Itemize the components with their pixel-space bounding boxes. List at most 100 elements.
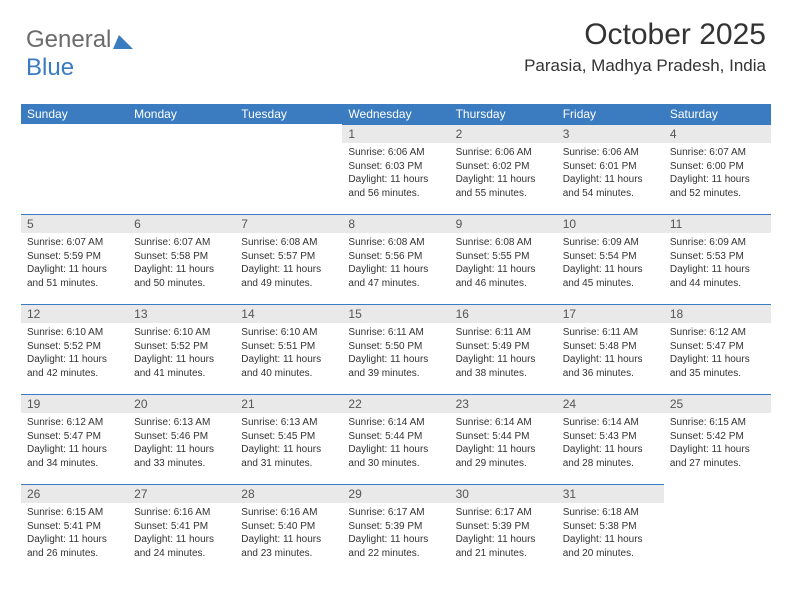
day-number: 17 bbox=[557, 304, 664, 323]
day-number: 23 bbox=[450, 394, 557, 413]
day-number: 29 bbox=[342, 484, 449, 503]
day-number: 15 bbox=[342, 304, 449, 323]
day-content: Sunrise: 6:08 AMSunset: 5:55 PMDaylight:… bbox=[450, 233, 557, 296]
calendar-row: 5Sunrise: 6:07 AMSunset: 5:59 PMDaylight… bbox=[21, 214, 771, 304]
day-content: Sunrise: 6:08 AMSunset: 5:56 PMDaylight:… bbox=[342, 233, 449, 296]
day-content: Sunrise: 6:10 AMSunset: 5:51 PMDaylight:… bbox=[235, 323, 342, 386]
day-content: Sunrise: 6:15 AMSunset: 5:41 PMDaylight:… bbox=[21, 503, 128, 566]
calendar-cell: 18Sunrise: 6:12 AMSunset: 5:47 PMDayligh… bbox=[664, 304, 771, 394]
calendar-cell: 16Sunrise: 6:11 AMSunset: 5:49 PMDayligh… bbox=[450, 304, 557, 394]
calendar-cell: 1Sunrise: 6:06 AMSunset: 6:03 PMDaylight… bbox=[342, 124, 449, 214]
calendar-cell: 26Sunrise: 6:15 AMSunset: 5:41 PMDayligh… bbox=[21, 484, 128, 574]
day-number: 25 bbox=[664, 394, 771, 413]
day-content: Sunrise: 6:13 AMSunset: 5:46 PMDaylight:… bbox=[128, 413, 235, 476]
day-content: Sunrise: 6:16 AMSunset: 5:41 PMDaylight:… bbox=[128, 503, 235, 566]
calendar-cell: 12Sunrise: 6:10 AMSunset: 5:52 PMDayligh… bbox=[21, 304, 128, 394]
day-content: Sunrise: 6:14 AMSunset: 5:44 PMDaylight:… bbox=[450, 413, 557, 476]
calendar-cell: 22Sunrise: 6:14 AMSunset: 5:44 PMDayligh… bbox=[342, 394, 449, 484]
day-content: Sunrise: 6:15 AMSunset: 5:42 PMDaylight:… bbox=[664, 413, 771, 476]
day-content: Sunrise: 6:06 AMSunset: 6:03 PMDaylight:… bbox=[342, 143, 449, 206]
weekday-header: Saturday bbox=[664, 104, 771, 124]
day-content: Sunrise: 6:17 AMSunset: 5:39 PMDaylight:… bbox=[342, 503, 449, 566]
day-content: Sunrise: 6:11 AMSunset: 5:48 PMDaylight:… bbox=[557, 323, 664, 386]
weekday-header: Monday bbox=[128, 104, 235, 124]
weekday-header: Tuesday bbox=[235, 104, 342, 124]
calendar-header-row: SundayMondayTuesdayWednesdayThursdayFrid… bbox=[21, 104, 771, 124]
calendar-cell: 10Sunrise: 6:09 AMSunset: 5:54 PMDayligh… bbox=[557, 214, 664, 304]
calendar-cell: 2Sunrise: 6:06 AMSunset: 6:02 PMDaylight… bbox=[450, 124, 557, 214]
day-content: Sunrise: 6:07 AMSunset: 6:00 PMDaylight:… bbox=[664, 143, 771, 206]
calendar-cell: 31Sunrise: 6:18 AMSunset: 5:38 PMDayligh… bbox=[557, 484, 664, 574]
calendar-cell: 27Sunrise: 6:16 AMSunset: 5:41 PMDayligh… bbox=[128, 484, 235, 574]
day-content: Sunrise: 6:12 AMSunset: 5:47 PMDaylight:… bbox=[664, 323, 771, 386]
weekday-header: Sunday bbox=[21, 104, 128, 124]
day-number: 3 bbox=[557, 124, 664, 143]
day-number: 4 bbox=[664, 124, 771, 143]
day-number: 28 bbox=[235, 484, 342, 503]
day-content: Sunrise: 6:17 AMSunset: 5:39 PMDaylight:… bbox=[450, 503, 557, 566]
day-content: Sunrise: 6:08 AMSunset: 5:57 PMDaylight:… bbox=[235, 233, 342, 296]
calendar-cell: 30Sunrise: 6:17 AMSunset: 5:39 PMDayligh… bbox=[450, 484, 557, 574]
logo-text-2: Blue bbox=[26, 54, 74, 81]
day-content: Sunrise: 6:09 AMSunset: 5:53 PMDaylight:… bbox=[664, 233, 771, 296]
calendar-cell: 14Sunrise: 6:10 AMSunset: 5:51 PMDayligh… bbox=[235, 304, 342, 394]
day-content: Sunrise: 6:06 AMSunset: 6:02 PMDaylight:… bbox=[450, 143, 557, 206]
calendar-cell bbox=[21, 124, 128, 214]
weekday-header: Friday bbox=[557, 104, 664, 124]
day-content: Sunrise: 6:14 AMSunset: 5:44 PMDaylight:… bbox=[342, 413, 449, 476]
day-content: Sunrise: 6:14 AMSunset: 5:43 PMDaylight:… bbox=[557, 413, 664, 476]
calendar-row: 1Sunrise: 6:06 AMSunset: 6:03 PMDaylight… bbox=[21, 124, 771, 214]
calendar-cell: 8Sunrise: 6:08 AMSunset: 5:56 PMDaylight… bbox=[342, 214, 449, 304]
day-content: Sunrise: 6:10 AMSunset: 5:52 PMDaylight:… bbox=[21, 323, 128, 386]
calendar-row: 12Sunrise: 6:10 AMSunset: 5:52 PMDayligh… bbox=[21, 304, 771, 394]
calendar-cell: 5Sunrise: 6:07 AMSunset: 5:59 PMDaylight… bbox=[21, 214, 128, 304]
day-number: 9 bbox=[450, 214, 557, 233]
calendar-row: 26Sunrise: 6:15 AMSunset: 5:41 PMDayligh… bbox=[21, 484, 771, 574]
day-number: 7 bbox=[235, 214, 342, 233]
day-content: Sunrise: 6:11 AMSunset: 5:49 PMDaylight:… bbox=[450, 323, 557, 386]
location: Parasia, Madhya Pradesh, India bbox=[524, 56, 766, 76]
calendar-cell: 15Sunrise: 6:11 AMSunset: 5:50 PMDayligh… bbox=[342, 304, 449, 394]
day-number: 10 bbox=[557, 214, 664, 233]
day-number: 31 bbox=[557, 484, 664, 503]
calendar-cell bbox=[128, 124, 235, 214]
day-content: Sunrise: 6:06 AMSunset: 6:01 PMDaylight:… bbox=[557, 143, 664, 206]
day-number: 8 bbox=[342, 214, 449, 233]
day-number: 22 bbox=[342, 394, 449, 413]
day-content: Sunrise: 6:16 AMSunset: 5:40 PMDaylight:… bbox=[235, 503, 342, 566]
day-content: Sunrise: 6:12 AMSunset: 5:47 PMDaylight:… bbox=[21, 413, 128, 476]
logo: General Blue bbox=[26, 26, 133, 82]
calendar-cell: 9Sunrise: 6:08 AMSunset: 5:55 PMDaylight… bbox=[450, 214, 557, 304]
calendar-cell: 28Sunrise: 6:16 AMSunset: 5:40 PMDayligh… bbox=[235, 484, 342, 574]
calendar-cell: 25Sunrise: 6:15 AMSunset: 5:42 PMDayligh… bbox=[664, 394, 771, 484]
day-number: 30 bbox=[450, 484, 557, 503]
calendar-cell: 3Sunrise: 6:06 AMSunset: 6:01 PMDaylight… bbox=[557, 124, 664, 214]
day-number: 11 bbox=[664, 214, 771, 233]
day-number: 21 bbox=[235, 394, 342, 413]
day-number: 27 bbox=[128, 484, 235, 503]
day-number: 20 bbox=[128, 394, 235, 413]
day-number: 19 bbox=[21, 394, 128, 413]
month-title: October 2025 bbox=[524, 18, 766, 52]
calendar-cell: 6Sunrise: 6:07 AMSunset: 5:58 PMDaylight… bbox=[128, 214, 235, 304]
logo-text-1: General bbox=[26, 26, 111, 53]
day-number: 18 bbox=[664, 304, 771, 323]
day-number: 13 bbox=[128, 304, 235, 323]
weekday-header: Wednesday bbox=[342, 104, 449, 124]
calendar-cell: 17Sunrise: 6:11 AMSunset: 5:48 PMDayligh… bbox=[557, 304, 664, 394]
calendar-cell: 4Sunrise: 6:07 AMSunset: 6:00 PMDaylight… bbox=[664, 124, 771, 214]
day-content: Sunrise: 6:10 AMSunset: 5:52 PMDaylight:… bbox=[128, 323, 235, 386]
calendar-cell: 7Sunrise: 6:08 AMSunset: 5:57 PMDaylight… bbox=[235, 214, 342, 304]
day-content: Sunrise: 6:09 AMSunset: 5:54 PMDaylight:… bbox=[557, 233, 664, 296]
calendar-cell bbox=[235, 124, 342, 214]
day-content: Sunrise: 6:13 AMSunset: 5:45 PMDaylight:… bbox=[235, 413, 342, 476]
calendar-cell: 13Sunrise: 6:10 AMSunset: 5:52 PMDayligh… bbox=[128, 304, 235, 394]
calendar-cell: 19Sunrise: 6:12 AMSunset: 5:47 PMDayligh… bbox=[21, 394, 128, 484]
calendar-cell bbox=[664, 484, 771, 574]
calendar-cell: 20Sunrise: 6:13 AMSunset: 5:46 PMDayligh… bbox=[128, 394, 235, 484]
header: October 2025 Parasia, Madhya Pradesh, In… bbox=[524, 18, 766, 76]
day-number: 16 bbox=[450, 304, 557, 323]
day-number: 6 bbox=[128, 214, 235, 233]
calendar-table: SundayMondayTuesdayWednesdayThursdayFrid… bbox=[21, 104, 771, 574]
calendar-cell: 21Sunrise: 6:13 AMSunset: 5:45 PMDayligh… bbox=[235, 394, 342, 484]
